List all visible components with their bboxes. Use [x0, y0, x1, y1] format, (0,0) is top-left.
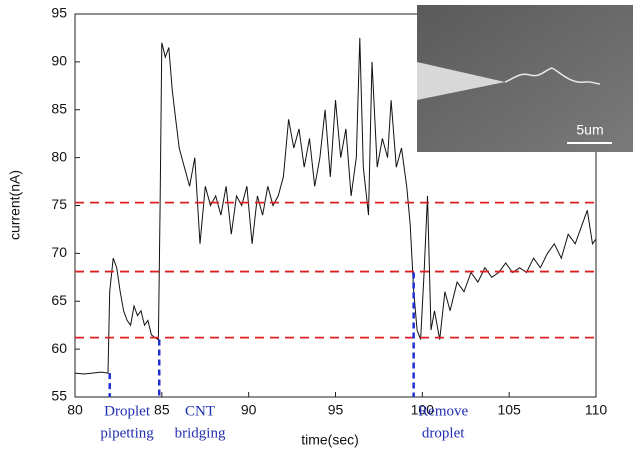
current-trace — [74, 37, 597, 375]
y-tick-label: 60 — [51, 340, 67, 356]
y-tick-label: 70 — [51, 244, 67, 260]
x-tick-label: 95 — [328, 402, 344, 418]
y-tick-label: 55 — [51, 388, 67, 404]
y-tick-label: 80 — [51, 148, 67, 164]
y-tick-label: 90 — [51, 53, 67, 69]
x-tick-label: 100 — [411, 402, 435, 418]
annotation: droplet — [422, 425, 465, 441]
sem-inset: 5um — [417, 5, 633, 152]
annotation: CNT — [185, 403, 215, 419]
x-tick-label: 85 — [154, 402, 170, 418]
probe-tip — [417, 62, 505, 100]
x-tick-label: 80 — [67, 402, 83, 418]
y-tick-label: 85 — [51, 100, 67, 116]
x-tick-label: 90 — [241, 402, 257, 418]
y-tick-label: 75 — [51, 196, 67, 212]
scale-label: 5um — [576, 122, 603, 138]
y-tick-label: 65 — [51, 292, 67, 308]
annotation: Droplet — [104, 403, 151, 419]
annotation: Remove — [418, 403, 468, 419]
x-tick-label: 105 — [497, 402, 521, 418]
annotation: pipetting — [100, 425, 154, 441]
cnt-wire — [504, 67, 601, 85]
x-axis-title: time(sec) — [301, 432, 359, 448]
y-axis-title: current(nA) — [7, 170, 23, 240]
x-tick-label: 110 — [585, 402, 608, 418]
y-tick-label: 95 — [51, 5, 67, 21]
annotation: bridging — [175, 425, 226, 441]
